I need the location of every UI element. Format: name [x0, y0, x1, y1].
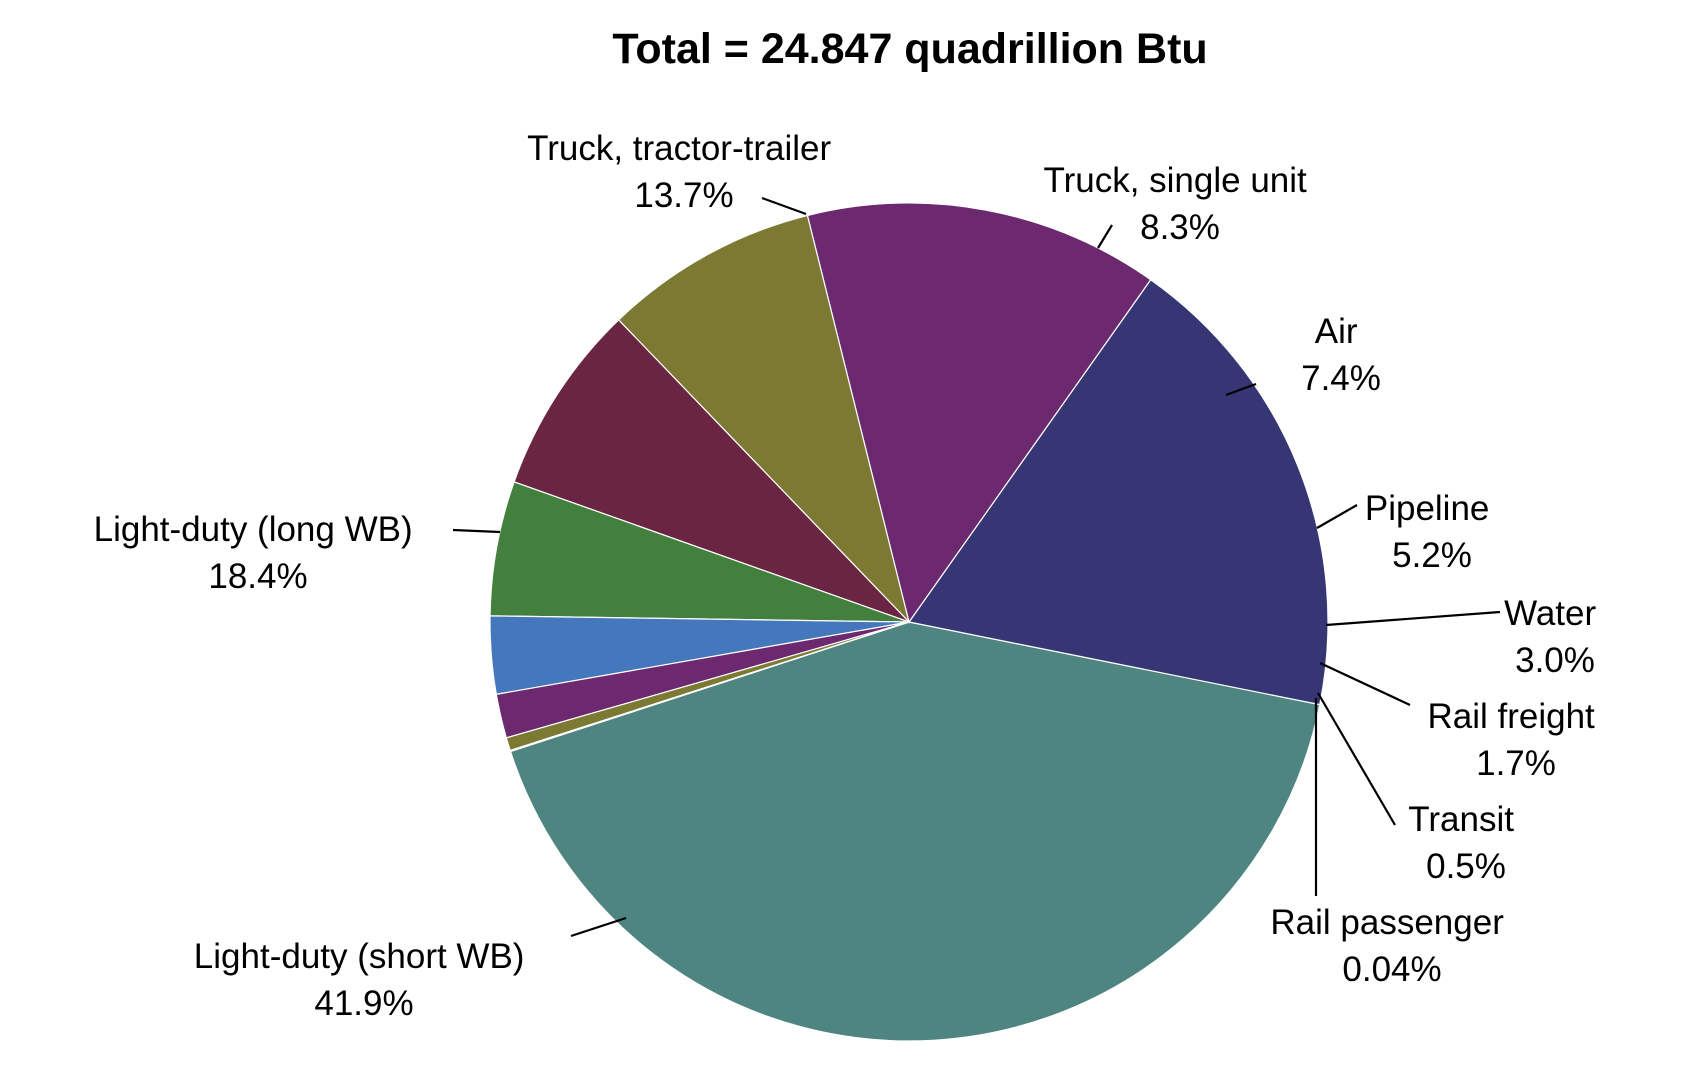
label-name-pipeline: Pipeline: [1365, 489, 1490, 528]
label-value-truck-tractor-trailer: 13.7%: [634, 176, 733, 215]
leader-line-truck-tractor-trailer: [761, 196, 807, 216]
slice-light-duty-short-wb: [509, 621, 1321, 1042]
label-name-water: Water: [1504, 594, 1596, 633]
label-value-rail-freight: 1.7%: [1476, 744, 1556, 783]
label-value-light-duty-long-wb: 18.4%: [208, 557, 307, 596]
label-rail-passenger: Rail passenger 0.04%: [1270, 903, 1513, 989]
label-truck-single-unit: Truck, single unit 8.3%: [1044, 161, 1317, 247]
label-value-truck-single-unit: 8.3%: [1140, 208, 1220, 247]
label-light-duty-long-wb: Light-duty (long WB) 18.4%: [94, 510, 423, 596]
leader-line-truck-single-unit: [1097, 224, 1113, 249]
leader-line-rail-freight: [1319, 662, 1411, 706]
label-name-truck-tractor-trailer: Truck, tractor-trailer: [527, 129, 831, 168]
slice-truck-tractor-trailer: [806, 202, 1152, 624]
leader-line-light-duty-long-wb: [452, 528, 501, 534]
label-truck-tractor-trailer: Truck, tractor-trailer 13.7%: [527, 129, 841, 215]
label-name-light-duty-long-wb: Light-duty (long WB): [94, 510, 413, 549]
label-value-water: 3.0%: [1515, 641, 1595, 680]
label-air: Air 7.4%: [1301, 312, 1381, 398]
label-value-rail-passenger: 0.04%: [1342, 950, 1441, 989]
label-water: Water 3.0%: [1504, 594, 1606, 680]
label-name-light-duty-short-wb: Light-duty (short WB): [194, 937, 525, 976]
slice-rail-passenger: [509, 621, 910, 753]
label-light-duty-short-wb: Light-duty (short WB) 41.9%: [194, 937, 534, 1023]
leader-line-transit: [1317, 692, 1396, 826]
label-rail-freight: Rail freight 1.7%: [1427, 697, 1604, 783]
label-value-light-duty-short-wb: 41.9%: [314, 984, 413, 1023]
leader-lines: [452, 196, 1501, 938]
pie-slices: [489, 202, 1329, 1042]
label-name-air: Air: [1315, 312, 1358, 351]
slice-truck-single-unit: [617, 214, 911, 625]
label-transit: Transit 0.5%: [1408, 800, 1523, 886]
label-name-rail-freight: Rail freight: [1427, 697, 1595, 736]
leader-line-pipeline: [1316, 504, 1358, 529]
leader-line-water: [1325, 610, 1501, 627]
label-name-transit: Transit: [1408, 800, 1514, 839]
label-name-rail-passenger: Rail passenger: [1270, 903, 1504, 942]
slice-light-duty-long-wb: [907, 278, 1329, 706]
chart-title: Total = 24.847 quadrillion Btu: [612, 25, 1207, 73]
label-value-pipeline: 5.2%: [1392, 536, 1472, 575]
leader-line-air: [1225, 382, 1257, 397]
label-name-truck-single-unit: Truck, single unit: [1044, 161, 1308, 200]
slice-pipeline: [489, 481, 910, 623]
slice-air: [513, 319, 910, 623]
label-pipeline: Pipeline 5.2%: [1365, 489, 1499, 575]
label-value-transit: 0.5%: [1426, 847, 1506, 886]
label-value-air: 7.4%: [1301, 359, 1381, 398]
slice-labels: Light-duty (short WB) 41.9% Light-duty (…: [94, 129, 1606, 1023]
leader-line-light-duty-short-wb: [570, 916, 627, 938]
